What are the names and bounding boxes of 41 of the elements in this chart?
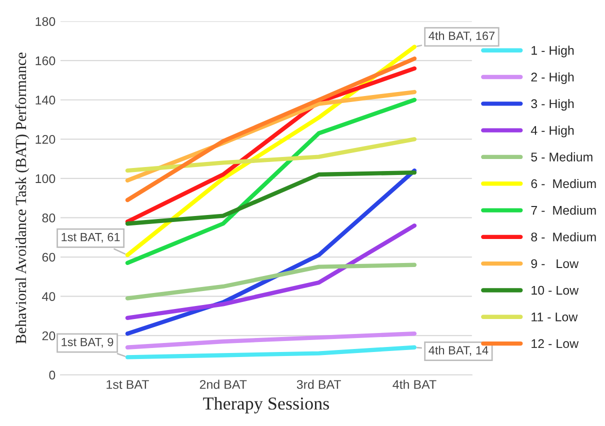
y-tick-label: 80: [42, 214, 56, 222]
line-series: [125, 224, 417, 320]
legend-label: 1 - High: [532, 46, 574, 58]
y-tick-label: 20: [42, 331, 56, 340]
x-tick-label: 2nd BAT: [200, 380, 247, 389]
legend-label: 12 - Low: [532, 339, 579, 348]
legend-label: 10 - Low: [532, 286, 579, 295]
line-series: [125, 98, 417, 265]
x-tick-label: 3rd BAT: [296, 380, 341, 389]
line-series: [125, 262, 417, 300]
line-series: [125, 332, 417, 350]
y-tick-label: 160: [36, 56, 56, 66]
legend-label: 11 - Low: [532, 312, 578, 322]
x-tick-label: 4th BAT: [392, 380, 436, 389]
line-series: [125, 137, 417, 173]
y-tick-label: 60: [42, 252, 56, 262]
x-axis-title: Therapy Sessions: [203, 396, 329, 414]
legend-label: 5 - Medium: [531, 152, 592, 162]
legend-label: 9 - Low: [531, 259, 579, 268]
legend-label: 6 - Medium: [531, 178, 596, 188]
legend-label: 3 - High: [531, 98, 574, 111]
line-series: [125, 170, 417, 226]
legend-label: 8 - Medium: [531, 232, 596, 242]
y-tick-label: 0: [49, 370, 56, 380]
y-tick-label: 40: [42, 292, 56, 301]
y-tick-label: 100: [36, 174, 56, 184]
line-series: [125, 345, 417, 360]
y-tick-label: 140: [36, 96, 56, 105]
annotation: 4th BAT, 167: [428, 31, 495, 42]
legend-label: 4 - High: [530, 126, 574, 138]
y-tick-label: 120: [36, 134, 56, 144]
y-axis-title: Behavioral Avoidance Task (BAT) Performance: [15, 52, 30, 344]
x-tick-label: 1st BAT: [106, 380, 149, 389]
legend-label: 7 - Medium: [531, 206, 596, 215]
annotation: 4th BAT, 14: [428, 346, 488, 356]
legend-label: 2 - High: [531, 72, 574, 84]
annotation: 1st BAT, 61: [62, 232, 120, 243]
annotation: 1st BAT, 9: [62, 338, 114, 348]
line-series: [125, 56, 417, 202]
line-series: [125, 66, 417, 224]
y-tick-label: 180: [36, 17, 56, 26]
